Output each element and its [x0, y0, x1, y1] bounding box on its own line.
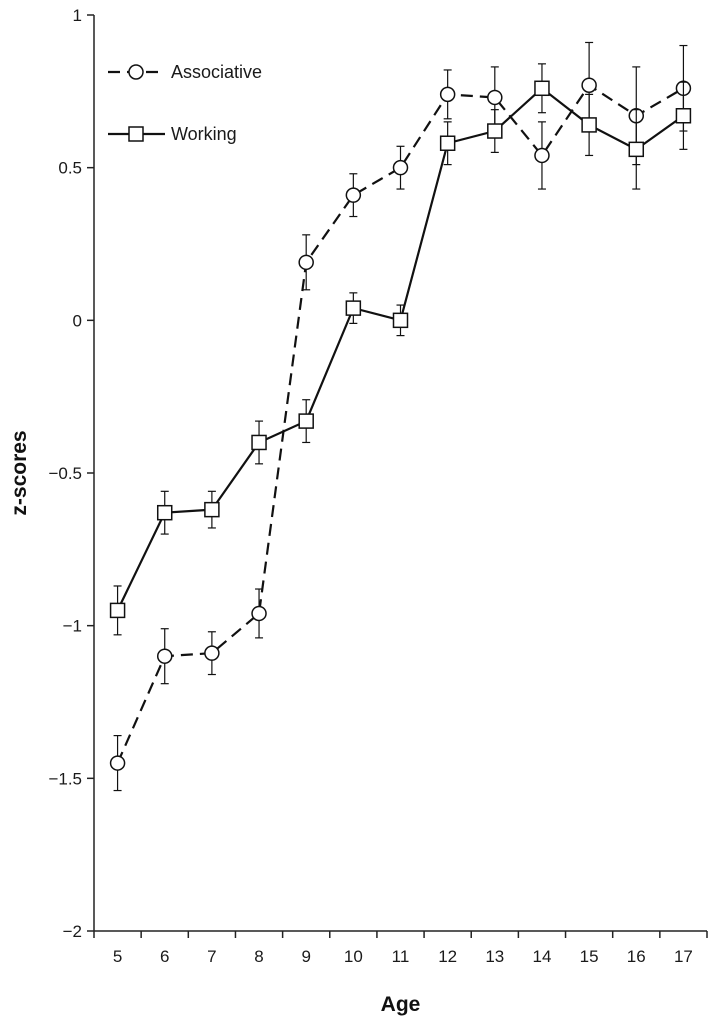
- x-tick-label: 9: [301, 947, 310, 966]
- data-point-associative: [487, 89, 503, 106]
- legend-marker-working: [128, 126, 144, 142]
- data-point-associative: [581, 77, 597, 93]
- data-point-associative: [392, 159, 409, 176]
- legend: Associative Working: [108, 62, 262, 144]
- series-layer: [109, 41, 692, 792]
- y-axis-ticks: 1 0.5 0 −0.5 −1 −1.5 −2: [48, 6, 94, 941]
- y-tick-label: 0: [73, 311, 82, 330]
- x-tick-label: 14: [533, 947, 552, 966]
- data-point-associative: [251, 605, 267, 622]
- data-point-associative: [345, 187, 362, 203]
- y-tick-label: 1: [73, 6, 82, 25]
- legend-marker-associative: [128, 64, 144, 80]
- y-tick-label: −1.5: [48, 769, 82, 788]
- series-associative: [109, 41, 692, 792]
- x-tick-label: 13: [485, 947, 504, 966]
- y-tick-label: −0.5: [48, 464, 82, 483]
- x-tick-label: 12: [438, 947, 457, 966]
- data-point-associative: [204, 645, 220, 661]
- data-point-working: [204, 501, 220, 518]
- data-point-associative: [109, 755, 126, 771]
- x-tick-label: 17: [674, 947, 693, 966]
- x-tick-label: 7: [207, 947, 216, 966]
- y-tick-label: −2: [63, 922, 82, 941]
- data-point-working: [156, 504, 173, 521]
- x-tick-label: 5: [113, 947, 122, 966]
- y-tick-label: −1: [63, 617, 82, 636]
- data-point-working: [581, 117, 597, 133]
- y-axis-title: z-scores: [8, 430, 31, 515]
- data-point-working: [487, 123, 503, 139]
- legend-label-associative: Associative: [171, 62, 262, 82]
- x-tick-label: 6: [160, 947, 169, 966]
- data-point-working: [298, 413, 314, 429]
- data-point-working: [534, 80, 550, 97]
- data-point-working: [439, 135, 456, 151]
- legend-item-associative: Associative: [108, 62, 262, 82]
- data-point-working: [345, 300, 362, 316]
- legend-item-working: Working: [108, 124, 237, 144]
- x-tick-label: 16: [627, 947, 646, 966]
- data-point-working: [251, 434, 267, 451]
- data-point-associative: [298, 254, 314, 271]
- x-tick-label: 11: [392, 947, 410, 966]
- data-point-associative: [156, 648, 173, 664]
- data-point-working: [675, 108, 692, 124]
- x-tick-label: 15: [580, 947, 599, 966]
- data-point-associative: [534, 147, 550, 164]
- data-point-associative: [439, 86, 456, 103]
- series-working: [109, 63, 692, 636]
- data-point-working: [628, 141, 645, 158]
- data-point-working: [109, 602, 126, 619]
- y-tick-label: 0.5: [58, 159, 82, 178]
- x-tick-label: 8: [254, 947, 263, 966]
- x-axis-ticks: 5 6 7 8 9 10 11 12 13 14 15 16 17: [93, 931, 708, 966]
- legend-label-working: Working: [171, 124, 237, 144]
- x-axis-title: Age: [381, 993, 421, 1016]
- data-point-working: [392, 312, 409, 329]
- x-tick-label: 10: [344, 947, 363, 966]
